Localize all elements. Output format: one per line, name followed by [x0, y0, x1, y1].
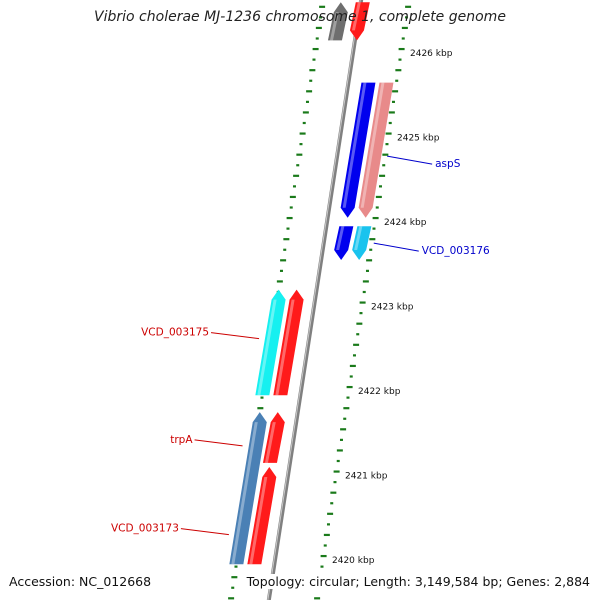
feature-gene-red-trpa: [262, 412, 285, 463]
backbone-line: [266, 0, 364, 600]
map-title: Vibrio cholerae MJ-1236 chromosome 1, co…: [94, 9, 506, 25]
feature-gene-red-top: [349, 2, 370, 41]
feature-sheen: [231, 422, 258, 565]
feature-sheen: [329, 12, 339, 41]
feature-sheen: [275, 299, 295, 396]
feature-sheen: [336, 226, 345, 251]
feature-sheen: [264, 422, 276, 463]
label-leader: [180, 528, 229, 536]
feature-sheen: [351, 2, 361, 31]
feature-sheen: [354, 226, 363, 251]
tick-label: 2425 kbp: [397, 134, 440, 144]
feature-gene-red-173: [247, 467, 277, 565]
feature-gene-grey-top: [327, 2, 348, 41]
feature-sheen: [360, 82, 385, 208]
gene-label: aspS: [435, 158, 461, 170]
feature-sheen: [342, 82, 367, 208]
tick-label: 2424 kbp: [384, 218, 427, 228]
feature-gene-blue-asps: [340, 82, 376, 218]
tick-label: 2426 kbp: [410, 49, 453, 59]
feature-sheen: [249, 477, 268, 565]
label-leader: [387, 155, 433, 165]
feature-gene-cyan-176: [352, 226, 372, 261]
feature-gene-steel-trpa: [229, 412, 267, 565]
feature-sheen: [257, 299, 277, 396]
accession-text: Accession: NC_012668: [9, 574, 152, 589]
backbone-highlight: [267, 0, 361, 600]
feature-gene-pink-asps: [358, 82, 394, 218]
feature-gene-blue-176: [334, 226, 354, 261]
tick-label: 2422 kbp: [358, 387, 401, 397]
gene-label: VCD_003176: [422, 245, 490, 257]
gene-label: trpA: [170, 434, 193, 446]
label-leader: [210, 332, 260, 340]
tick-label: 2420 kbp: [332, 556, 375, 566]
feature-gene-red-175: [273, 289, 304, 396]
gene-label: VCD_003175: [141, 327, 209, 339]
backbone: [266, 0, 364, 600]
feature-labels: aspS VCD_003176 VCD_003175 trpA VCD_003173: [111, 155, 490, 536]
label-leader: [373, 242, 419, 252]
feature-gene-aqua-175: [255, 289, 286, 396]
label-leader: [194, 439, 243, 447]
tick-label: 2421 kbp: [345, 472, 388, 482]
tick-label: 2423 kbp: [371, 303, 414, 313]
feature-track: [229, 2, 394, 565]
gene-label: VCD_003173: [111, 523, 179, 535]
genome-summary: Topology: circular; Length: 3,149,584 bp…: [246, 574, 590, 589]
